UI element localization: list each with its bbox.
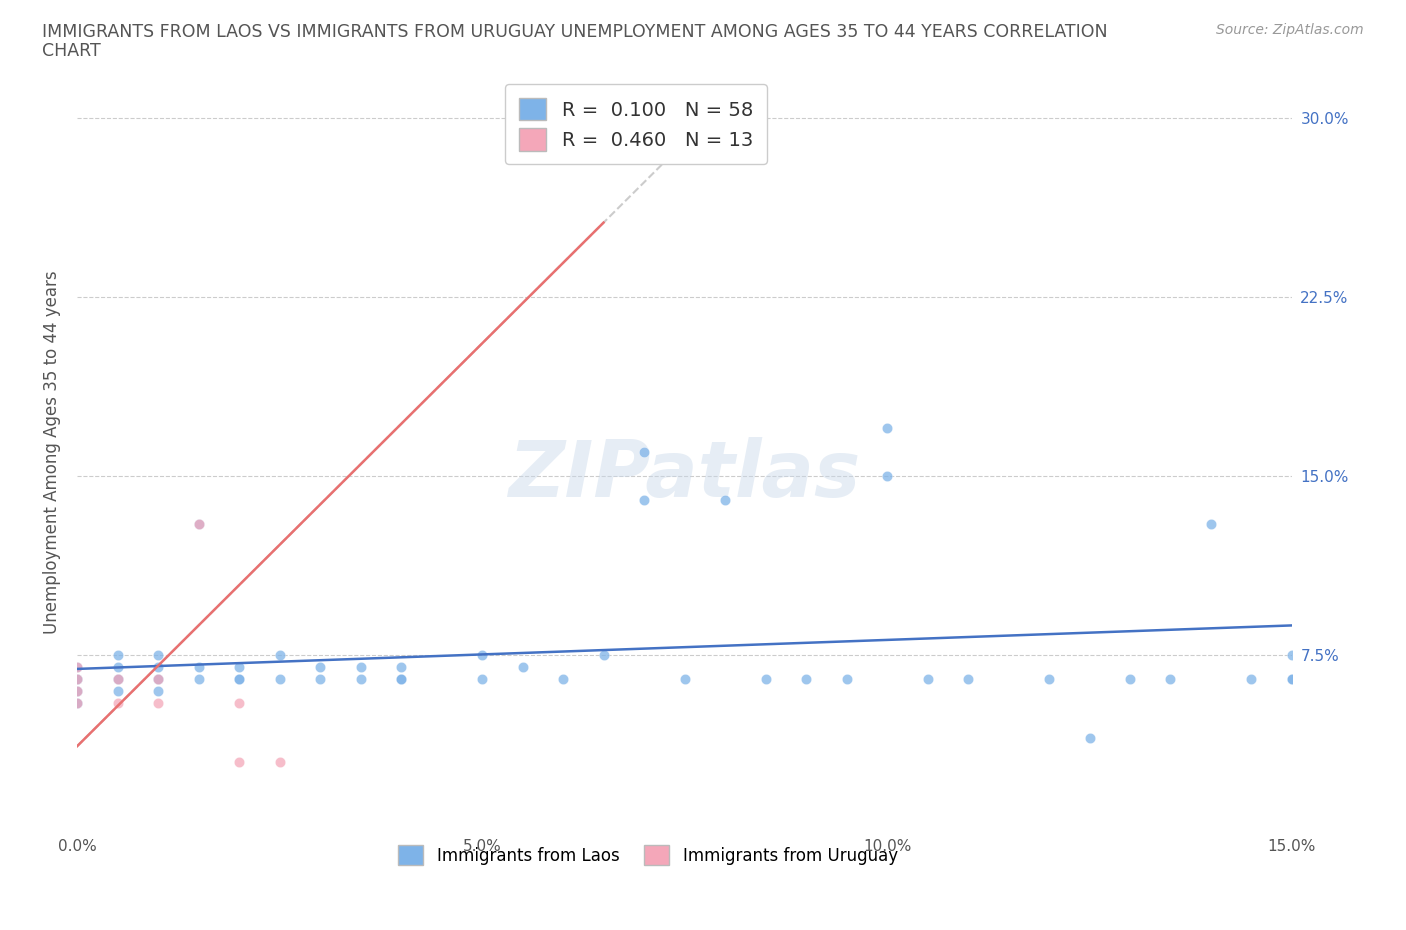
Point bbox=[1281, 671, 1303, 686]
Point bbox=[673, 671, 696, 686]
Point bbox=[146, 671, 169, 686]
Point bbox=[876, 421, 898, 436]
Point bbox=[633, 493, 655, 508]
Point bbox=[66, 684, 89, 698]
Point bbox=[269, 755, 291, 770]
Point bbox=[1281, 671, 1303, 686]
Point bbox=[1281, 647, 1303, 662]
Point bbox=[107, 671, 129, 686]
Point bbox=[66, 659, 89, 674]
Point bbox=[187, 516, 209, 531]
Point bbox=[228, 671, 250, 686]
Point bbox=[551, 671, 574, 686]
Point bbox=[228, 671, 250, 686]
Text: Source: ZipAtlas.com: Source: ZipAtlas.com bbox=[1216, 23, 1364, 37]
Point bbox=[1038, 671, 1060, 686]
Point bbox=[107, 684, 129, 698]
Point bbox=[1119, 671, 1142, 686]
Point bbox=[146, 671, 169, 686]
Point bbox=[146, 647, 169, 662]
Point bbox=[66, 671, 89, 686]
Legend: Immigrants from Laos, Immigrants from Uruguay: Immigrants from Laos, Immigrants from Ur… bbox=[392, 839, 904, 871]
Point bbox=[389, 671, 412, 686]
Point bbox=[228, 696, 250, 711]
Point bbox=[107, 671, 129, 686]
Point bbox=[107, 659, 129, 674]
Point bbox=[389, 659, 412, 674]
Point bbox=[146, 684, 169, 698]
Point bbox=[349, 671, 371, 686]
Point bbox=[309, 671, 332, 686]
Point bbox=[956, 671, 979, 686]
Point bbox=[794, 671, 817, 686]
Point bbox=[66, 671, 89, 686]
Point bbox=[66, 659, 89, 674]
Point bbox=[107, 671, 129, 686]
Point bbox=[146, 659, 169, 674]
Text: ZIPatlas: ZIPatlas bbox=[509, 437, 860, 513]
Point bbox=[512, 111, 534, 126]
Point bbox=[471, 671, 494, 686]
Point bbox=[349, 659, 371, 674]
Point bbox=[269, 671, 291, 686]
Point bbox=[917, 671, 939, 686]
Point bbox=[228, 755, 250, 770]
Text: IMMIGRANTS FROM LAOS VS IMMIGRANTS FROM URUGUAY UNEMPLOYMENT AMONG AGES 35 TO 44: IMMIGRANTS FROM LAOS VS IMMIGRANTS FROM … bbox=[42, 23, 1108, 41]
Point bbox=[66, 671, 89, 686]
Point bbox=[512, 659, 534, 674]
Point bbox=[309, 659, 332, 674]
Point bbox=[146, 671, 169, 686]
Point bbox=[228, 659, 250, 674]
Point bbox=[876, 469, 898, 484]
Point bbox=[592, 647, 614, 662]
Point bbox=[471, 647, 494, 662]
Point bbox=[146, 696, 169, 711]
Point bbox=[714, 493, 737, 508]
Point bbox=[66, 684, 89, 698]
Point bbox=[66, 684, 89, 698]
Point bbox=[754, 671, 776, 686]
Point bbox=[66, 671, 89, 686]
Point bbox=[835, 671, 858, 686]
Text: CHART: CHART bbox=[42, 42, 101, 60]
Point bbox=[187, 659, 209, 674]
Y-axis label: Unemployment Among Ages 35 to 44 years: Unemployment Among Ages 35 to 44 years bbox=[44, 271, 60, 634]
Point bbox=[107, 696, 129, 711]
Point bbox=[1240, 671, 1263, 686]
Point bbox=[66, 696, 89, 711]
Point bbox=[107, 647, 129, 662]
Point bbox=[66, 696, 89, 711]
Point bbox=[389, 671, 412, 686]
Point bbox=[1078, 731, 1101, 746]
Point bbox=[633, 445, 655, 459]
Point bbox=[187, 671, 209, 686]
Point bbox=[1199, 516, 1222, 531]
Point bbox=[187, 516, 209, 531]
Point bbox=[269, 647, 291, 662]
Point bbox=[1160, 671, 1182, 686]
Point bbox=[66, 696, 89, 711]
